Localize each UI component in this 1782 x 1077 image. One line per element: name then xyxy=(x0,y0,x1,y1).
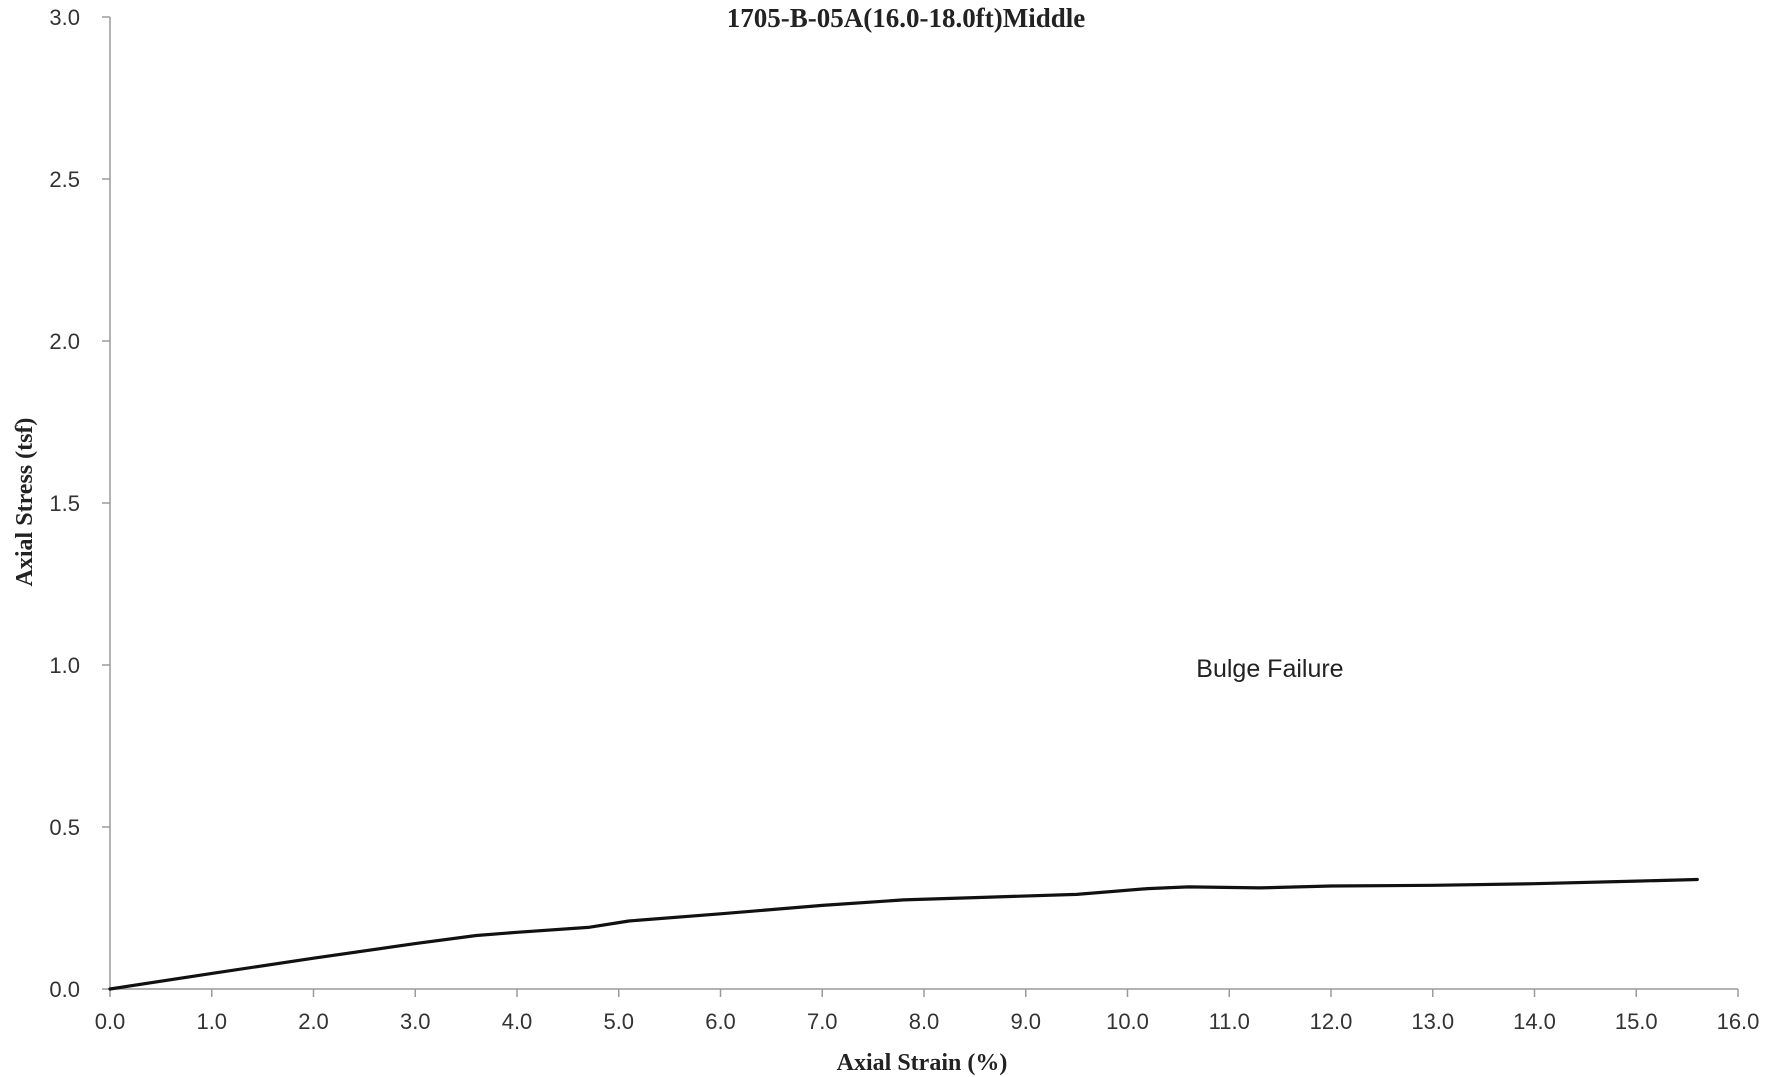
y-tick-label: 1.5 xyxy=(49,491,80,516)
x-tick-label: 7.0 xyxy=(807,1009,838,1034)
x-tick-label: 11.0 xyxy=(1209,1009,1250,1034)
x-tick-label: 12.0 xyxy=(1310,1009,1353,1034)
chart-title: 1705-B-05A(16.0-18.0ft)Middle xyxy=(727,3,1085,33)
annotation-bulge-failure: Bulge Failure xyxy=(1196,655,1343,683)
x-tick-label: 3.0 xyxy=(400,1009,431,1034)
x-axis-label: Axial Strain (%) xyxy=(837,1050,1008,1076)
y-axis-ticks: 0.0 0.5 1.0 1.5 2.0 2.5 3.0 xyxy=(49,5,110,1002)
x-tick-label: 6.0 xyxy=(705,1009,736,1034)
series-line-0 xyxy=(108,877,1699,991)
x-tick-label: 5.0 xyxy=(603,1009,634,1034)
x-tick-label: 14.0 xyxy=(1513,1009,1556,1034)
y-tick-label: 2.5 xyxy=(49,167,80,192)
x-tick-label: 1.0 xyxy=(196,1009,227,1034)
y-axis-label: Axial Stress (tsf) xyxy=(12,418,38,587)
x-tick-label: 0.0 xyxy=(95,1009,126,1034)
y-tick-label: 2.0 xyxy=(49,329,80,354)
x-tick-label: 10.0 xyxy=(1106,1009,1149,1034)
annotation-group: Bulge Failure xyxy=(1196,655,1343,683)
axes xyxy=(109,17,1738,990)
series-group xyxy=(108,877,1699,991)
x-tick-label: 4.0 xyxy=(502,1009,533,1034)
y-tick-label: 0.5 xyxy=(49,815,80,840)
x-tick-label: 8.0 xyxy=(909,1009,940,1034)
y-tick-label: 1.0 xyxy=(49,653,80,678)
x-tick-label: 16.0 xyxy=(1717,1009,1760,1034)
x-axis-ticks: 0.0 1.0 2.0 3.0 4.0 5.0 6.0 7.0 8.0 9.0 10.0 11.0 12… xyxy=(95,989,1760,1034)
y-tick-label: 3.0 xyxy=(49,5,80,30)
x-tick-label: 9.0 xyxy=(1010,1009,1041,1034)
x-tick-label: 15.0 xyxy=(1615,1009,1658,1034)
x-tick-label: 13.0 xyxy=(1411,1009,1454,1034)
y-tick-label: 0.0 xyxy=(49,977,80,1002)
x-tick-label: 2.0 xyxy=(298,1009,329,1034)
